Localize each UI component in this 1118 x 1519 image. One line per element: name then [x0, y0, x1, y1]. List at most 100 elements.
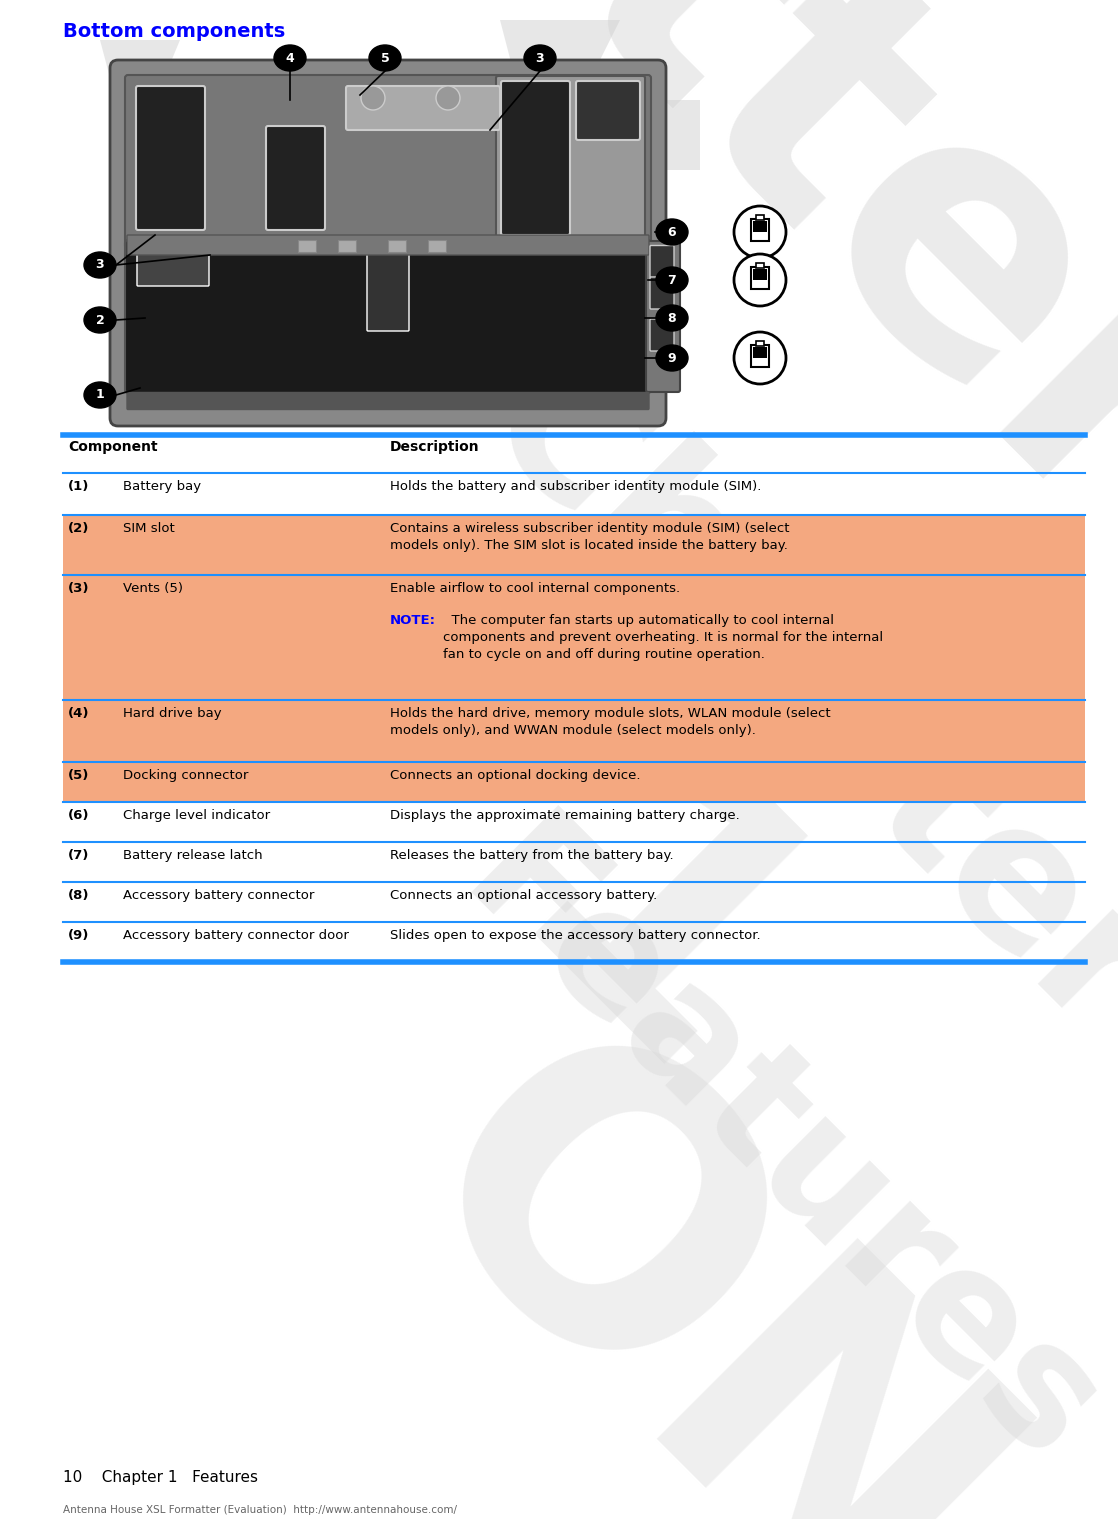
Text: ON: ON	[334, 984, 1065, 1519]
Text: Battery release latch: Battery release latch	[123, 849, 263, 861]
Text: Hard drive bay: Hard drive bay	[123, 706, 221, 720]
Text: (3): (3)	[68, 582, 89, 595]
Text: 3: 3	[96, 258, 104, 272]
Text: (5): (5)	[68, 769, 89, 782]
Text: SIM slot: SIM slot	[123, 523, 174, 535]
Polygon shape	[500, 20, 700, 251]
Text: Battery bay: Battery bay	[123, 480, 201, 494]
Text: Antenna House XSL Formatter (Evaluation)  http://www.antennahouse.com/: Antenna House XSL Formatter (Evaluation)…	[63, 1505, 457, 1514]
Text: Charge level indicator: Charge level indicator	[123, 810, 271, 822]
Circle shape	[361, 87, 385, 109]
Text: Holds the battery and subscriber identity module (SIM).: Holds the battery and subscriber identit…	[390, 480, 761, 494]
Text: 7: 7	[667, 273, 676, 287]
Ellipse shape	[656, 345, 688, 371]
Circle shape	[735, 333, 786, 384]
Text: (9): (9)	[68, 930, 89, 942]
Text: Holds the hard drive, memory module slots, WLAN module (select
models only), and: Holds the hard drive, memory module slot…	[390, 706, 831, 737]
Text: 6: 6	[667, 225, 676, 238]
Text: Releases the battery from the battery bay.: Releases the battery from the battery ba…	[390, 849, 674, 861]
Text: Features: Features	[430, 801, 1118, 1499]
Ellipse shape	[84, 381, 116, 409]
Bar	[756, 216, 764, 220]
Bar	[751, 219, 769, 242]
Text: Bottom components: Bottom components	[63, 21, 285, 41]
FancyBboxPatch shape	[266, 126, 325, 229]
Text: Accessory battery connector door: Accessory battery connector door	[123, 930, 349, 942]
Text: Slides open to expose the accessory battery connector.: Slides open to expose the accessory batt…	[390, 930, 760, 942]
Text: Displays the approximate remaining battery charge.: Displays the approximate remaining batte…	[390, 810, 740, 822]
FancyBboxPatch shape	[138, 249, 209, 286]
Text: Chapter: Chapter	[445, 325, 1118, 1075]
Text: 1: 1	[438, 738, 862, 1162]
Ellipse shape	[656, 267, 688, 293]
Text: (1): (1)	[68, 480, 89, 494]
Bar	[299, 240, 316, 252]
Ellipse shape	[274, 46, 306, 71]
Text: 1: 1	[96, 389, 104, 401]
Text: The computer fan starts up automatically to cool internal
components and prevent: The computer fan starts up automatically…	[443, 614, 883, 661]
FancyBboxPatch shape	[646, 242, 680, 392]
Text: (6): (6)	[68, 810, 89, 822]
Bar	[751, 267, 769, 289]
Text: Vents (5): Vents (5)	[123, 582, 183, 595]
Text: (8): (8)	[68, 889, 89, 902]
Bar	[388, 240, 406, 252]
FancyBboxPatch shape	[650, 319, 674, 351]
Bar	[63, 700, 1084, 761]
Text: (4): (4)	[68, 706, 89, 720]
Circle shape	[735, 207, 786, 258]
Text: Connects an optional docking device.: Connects an optional docking device.	[390, 769, 641, 782]
Text: Accessory battery connector: Accessory battery connector	[123, 889, 314, 902]
FancyBboxPatch shape	[125, 240, 651, 393]
Bar	[63, 576, 1084, 699]
Text: Connects an optional accessory battery.: Connects an optional accessory battery.	[390, 889, 657, 902]
Ellipse shape	[656, 305, 688, 331]
Text: NOTE:: NOTE:	[390, 614, 436, 627]
Bar	[756, 263, 764, 267]
FancyBboxPatch shape	[496, 76, 645, 248]
FancyBboxPatch shape	[125, 74, 651, 249]
FancyBboxPatch shape	[501, 81, 570, 235]
Text: Docking connector: Docking connector	[123, 769, 248, 782]
Bar	[63, 516, 1084, 574]
FancyBboxPatch shape	[127, 235, 650, 255]
Bar	[338, 240, 356, 252]
Ellipse shape	[84, 307, 116, 333]
Bar	[751, 345, 769, 368]
Text: Component: Component	[68, 441, 158, 454]
Text: (2): (2)	[68, 523, 89, 535]
Ellipse shape	[656, 219, 688, 245]
Bar	[428, 240, 446, 252]
Text: 2: 2	[96, 313, 104, 327]
Text: tter: tter	[505, 0, 1118, 595]
FancyBboxPatch shape	[110, 59, 666, 425]
Text: Contains a wireless subscriber identity module (SIM) (select
models only). The S: Contains a wireless subscriber identity …	[390, 523, 789, 551]
Text: 10    Chapter 1   Features: 10 Chapter 1 Features	[63, 1470, 258, 1486]
Text: 5: 5	[380, 52, 389, 64]
FancyBboxPatch shape	[367, 249, 409, 331]
FancyBboxPatch shape	[650, 276, 674, 308]
Text: 9: 9	[667, 351, 676, 365]
Text: 3: 3	[536, 52, 544, 64]
Bar	[63, 763, 1084, 801]
Bar	[754, 220, 767, 232]
FancyBboxPatch shape	[576, 81, 639, 140]
Text: (7): (7)	[68, 849, 89, 861]
Ellipse shape	[369, 46, 401, 71]
FancyBboxPatch shape	[136, 87, 205, 229]
FancyBboxPatch shape	[650, 246, 674, 278]
FancyBboxPatch shape	[127, 392, 650, 410]
Circle shape	[735, 254, 786, 305]
Text: 8: 8	[667, 311, 676, 325]
FancyBboxPatch shape	[345, 87, 500, 131]
Text: 4: 4	[285, 52, 294, 64]
Bar	[756, 340, 764, 346]
Ellipse shape	[84, 252, 116, 278]
Text: Description: Description	[390, 441, 480, 454]
Ellipse shape	[524, 46, 556, 71]
Bar	[754, 346, 767, 358]
Polygon shape	[100, 39, 240, 210]
Text: Enable airflow to cool internal components.: Enable airflow to cool internal componen…	[390, 582, 680, 595]
Bar	[754, 269, 767, 279]
Circle shape	[436, 87, 459, 109]
